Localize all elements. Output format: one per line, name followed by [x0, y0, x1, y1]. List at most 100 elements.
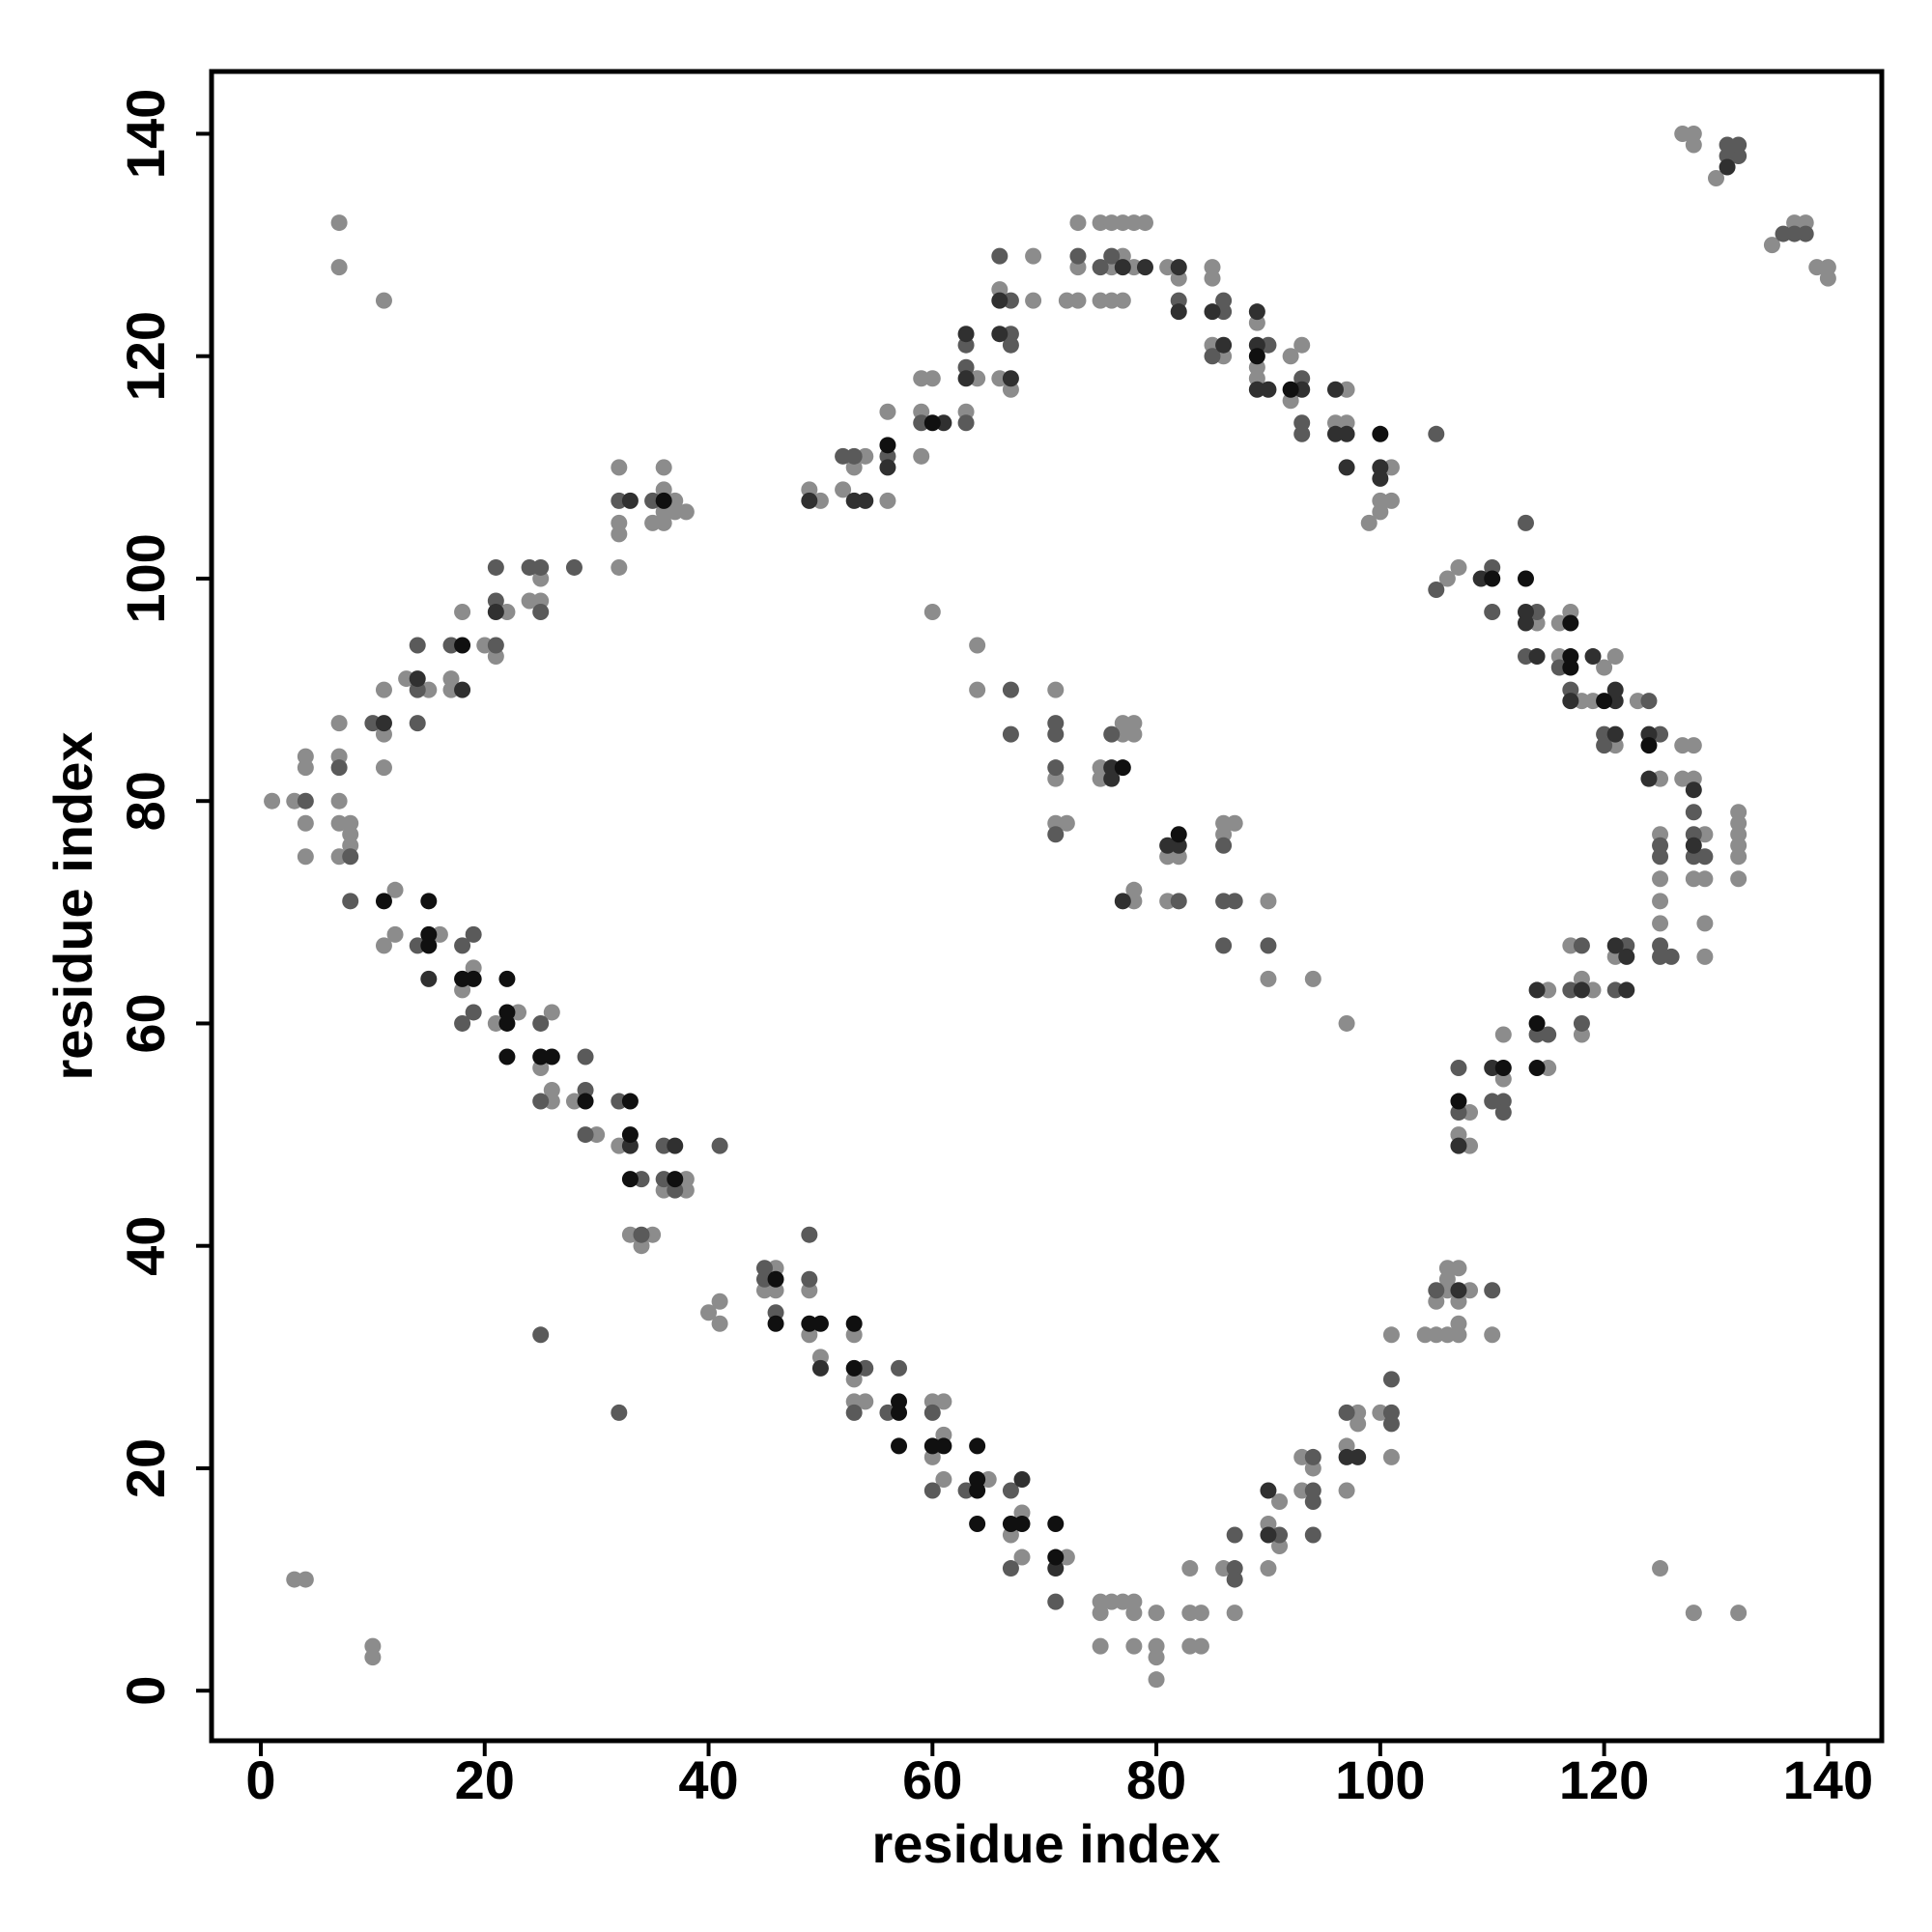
point [1282, 348, 1299, 365]
point [801, 1270, 818, 1288]
point [1215, 837, 1233, 854]
point [611, 526, 628, 543]
point [991, 326, 1009, 343]
point [845, 1315, 863, 1332]
point [957, 414, 975, 432]
point [1170, 303, 1187, 321]
point [1069, 292, 1087, 309]
point [1148, 1605, 1165, 1622]
point [1114, 893, 1131, 910]
point [677, 503, 695, 521]
point [1573, 981, 1590, 999]
point [342, 848, 359, 866]
point [655, 459, 672, 476]
point [1047, 1593, 1065, 1610]
point [532, 1326, 550, 1344]
point [711, 1315, 728, 1332]
point [801, 1226, 818, 1243]
point [1125, 715, 1143, 732]
y-tick-label: 140 [115, 89, 176, 179]
point [1326, 381, 1344, 398]
point [1763, 237, 1780, 254]
point [1192, 1605, 1209, 1622]
point [1606, 681, 1624, 698]
point [1002, 1560, 1019, 1577]
point [1181, 1560, 1199, 1577]
point [1260, 1560, 1277, 1577]
point [891, 1359, 908, 1377]
point [375, 937, 392, 954]
point [543, 1048, 560, 1065]
plot-marks [264, 125, 1836, 1689]
point [1428, 581, 1445, 598]
point [1204, 348, 1221, 365]
point [487, 637, 504, 654]
y-tick-label: 20 [115, 1438, 176, 1498]
point [1148, 1671, 1165, 1689]
point [655, 514, 672, 531]
point [1517, 614, 1534, 632]
point [1047, 826, 1065, 843]
point [532, 1014, 550, 1032]
point [297, 748, 314, 765]
point [498, 1014, 516, 1032]
point [811, 1359, 829, 1377]
point [957, 370, 975, 387]
point [1338, 1014, 1355, 1032]
point [1450, 1093, 1467, 1110]
point [1260, 1482, 1277, 1499]
point [913, 447, 930, 465]
point [364, 1649, 382, 1666]
point [1226, 1571, 1243, 1588]
point [465, 1004, 482, 1021]
point [879, 459, 896, 476]
point [297, 814, 314, 832]
point [1685, 837, 1702, 854]
point [342, 893, 359, 910]
point [375, 681, 392, 698]
point [1819, 270, 1836, 287]
point [1730, 870, 1747, 888]
point [611, 558, 628, 576]
point [1114, 259, 1131, 276]
point [1696, 870, 1714, 888]
point [498, 1048, 516, 1065]
point [420, 937, 438, 954]
point [297, 1571, 314, 1588]
point [1652, 1560, 1669, 1577]
point [1260, 381, 1277, 398]
x-tick-label: 80 [1126, 1749, 1186, 1810]
point [1304, 970, 1321, 987]
point [1450, 558, 1467, 576]
point [1382, 1448, 1400, 1465]
point [1372, 503, 1389, 521]
plot-frame [209, 69, 1885, 1744]
point [1092, 1637, 1109, 1655]
point [891, 1404, 908, 1421]
point [1002, 1482, 1019, 1499]
point [1304, 1448, 1321, 1465]
point [969, 1437, 986, 1455]
point [1136, 259, 1153, 276]
point [991, 247, 1009, 265]
point [577, 1093, 594, 1110]
point [1640, 770, 1658, 787]
point [1248, 303, 1265, 321]
point [1260, 970, 1277, 987]
point [1484, 1326, 1501, 1344]
point [1192, 1637, 1209, 1655]
point [1382, 1326, 1400, 1344]
y-tick-label: 120 [115, 311, 176, 401]
point [923, 603, 941, 620]
point [1350, 1448, 1367, 1465]
point [297, 848, 314, 866]
point [1215, 937, 1233, 954]
point [1372, 425, 1389, 442]
point [1618, 948, 1635, 965]
point [487, 603, 504, 620]
point [1069, 247, 1087, 265]
point [1606, 937, 1624, 954]
x-axis-title: residue index [871, 1813, 1220, 1874]
point [1573, 937, 1590, 954]
